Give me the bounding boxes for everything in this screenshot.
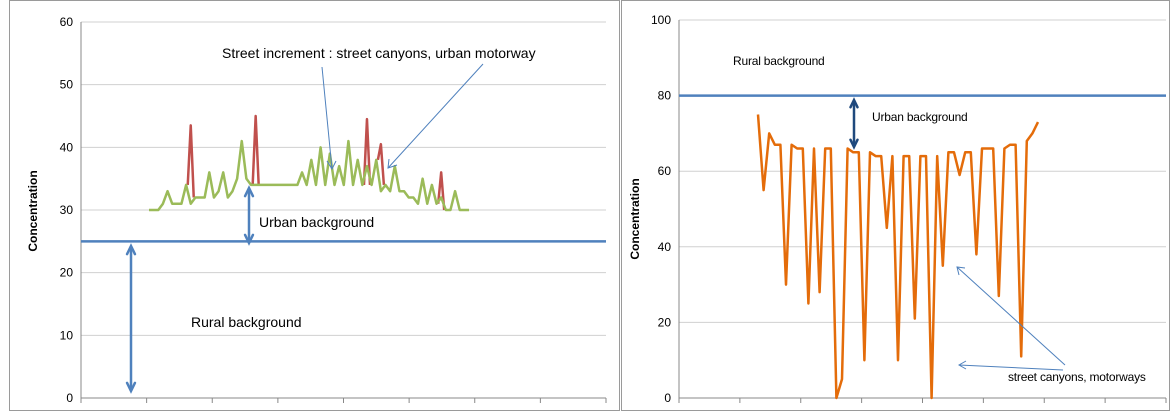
y-tick-label: 20 bbox=[658, 315, 672, 329]
urban-background-label: Urban background bbox=[259, 214, 374, 230]
y-tick-label: 30 bbox=[60, 203, 74, 217]
peak-mark bbox=[251, 114, 260, 185]
y-tick-label: 80 bbox=[658, 89, 672, 103]
x-tick-marks bbox=[678, 398, 1167, 403]
street-increment-label: Street increment : street canyons, urban… bbox=[222, 45, 536, 61]
urban-background-arrow-head-b bbox=[849, 138, 859, 150]
rural-background-label: Rural background bbox=[733, 54, 825, 68]
y-tick-label: 40 bbox=[60, 140, 74, 154]
y-tick-label: 20 bbox=[60, 266, 74, 280]
urban-background-label: Urban background bbox=[872, 110, 968, 124]
urban-background-arrow-head-a bbox=[243, 185, 255, 198]
pointer-line-a bbox=[956, 266, 1066, 366]
pointer-line-b bbox=[958, 364, 1064, 371]
street-canyons-label: street canyons, motorways bbox=[1008, 370, 1146, 384]
rural-background-arrow-head-a bbox=[125, 243, 137, 256]
chart-right-svg: 0 20 40 60 80 100 Concentration Rural backgro… bbox=[628, 13, 1167, 405]
rural-background-label: Rural background bbox=[191, 314, 302, 330]
y-tick-label: 10 bbox=[60, 328, 74, 342]
y-tick-label: 50 bbox=[60, 78, 74, 92]
y-tick-label: 0 bbox=[66, 391, 73, 405]
y-tick-label: 100 bbox=[651, 13, 671, 27]
urban-background-arrow-head-a bbox=[849, 97, 859, 109]
pointer-head-b bbox=[957, 360, 967, 370]
pointer-head-b bbox=[387, 158, 398, 169]
arrows-layer bbox=[125, 63, 484, 394]
urban-background-arrow-head-b bbox=[243, 233, 255, 246]
peak-mark bbox=[186, 124, 195, 198]
pointer-line-a bbox=[321, 66, 333, 170]
y-tick-labels: 0 20 40 60 80 100 bbox=[651, 13, 671, 405]
pointer-head-a bbox=[326, 160, 337, 171]
y-tick-label: 40 bbox=[658, 240, 672, 254]
pointer-head-a bbox=[956, 266, 966, 276]
pointer-line-b bbox=[387, 63, 484, 169]
chart-left-svg: 0 10 20 30 40 50 60 Concentration Street incre… bbox=[26, 15, 607, 405]
gridlines bbox=[80, 21, 606, 399]
y-axis-label: Concentration bbox=[26, 170, 40, 251]
y-axis-label: Concentration bbox=[628, 178, 642, 259]
rural-background-arrow-head-b bbox=[125, 381, 137, 394]
chart-panel-left: 0 10 20 30 40 50 60 Concentration Street incre… bbox=[9, 0, 620, 411]
y-tick-label: 0 bbox=[664, 391, 671, 405]
series-layer bbox=[149, 114, 469, 212]
urban-profile-line bbox=[149, 139, 469, 212]
y-tick-labels: 0 10 20 30 40 50 60 bbox=[60, 15, 74, 405]
x-tick-marks bbox=[80, 398, 607, 403]
peak-mark bbox=[362, 117, 372, 185]
urban-profile-line bbox=[756, 114, 1040, 400]
series-layer bbox=[756, 114, 1040, 400]
peak-mark bbox=[436, 171, 446, 211]
chart-panel-right: 0 20 40 60 80 100 Concentration Rural backgro… bbox=[621, 0, 1170, 411]
arrows-layer bbox=[849, 97, 1066, 371]
y-tick-label: 60 bbox=[658, 164, 672, 178]
peak-mark bbox=[376, 142, 386, 186]
y-tick-label: 60 bbox=[60, 15, 74, 29]
gridlines bbox=[678, 19, 1166, 399]
